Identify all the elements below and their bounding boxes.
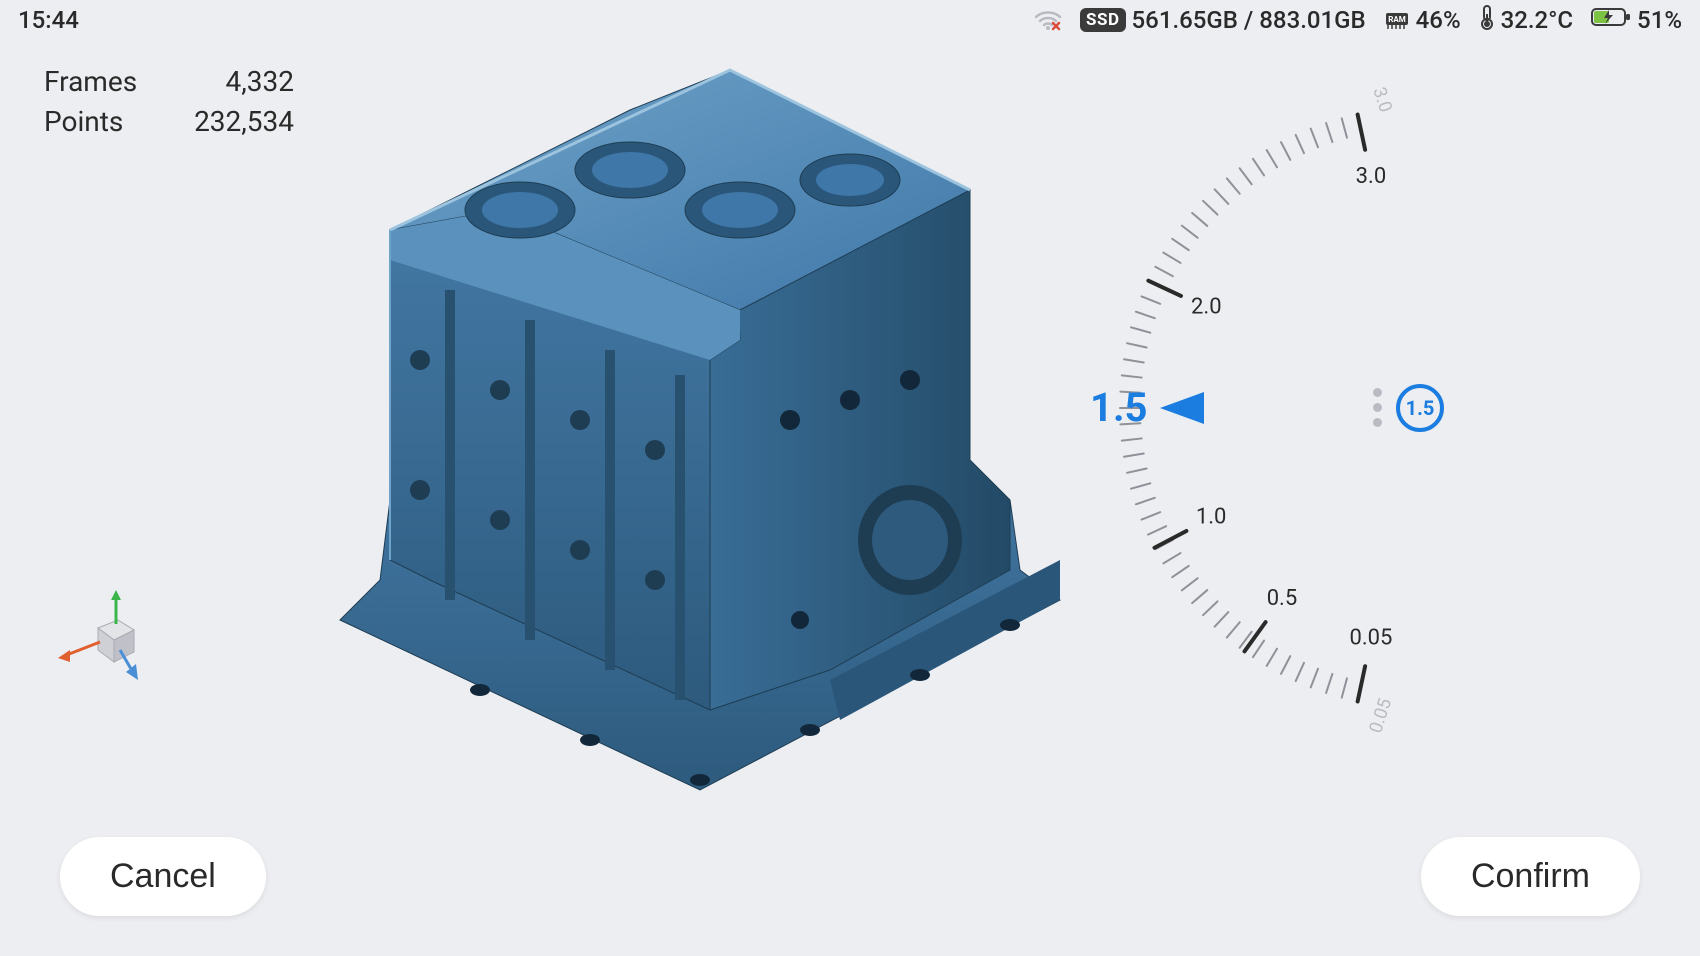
dial-mode-dots xyxy=(1373,388,1382,427)
ssd-status: SSD 561.65GB / 883.01GB xyxy=(1080,6,1366,34)
ram-status: RAM 46% xyxy=(1384,6,1461,34)
wifi-off-icon xyxy=(1034,9,1062,31)
cancel-button[interactable]: Cancel xyxy=(60,837,266,916)
svg-text:0.5: 0.5 xyxy=(1267,586,1298,611)
battery-charging-icon xyxy=(1591,6,1631,34)
battery-status: 51% xyxy=(1591,6,1682,34)
confirm-button[interactable]: Confirm xyxy=(1421,837,1640,916)
frames-label: Frames xyxy=(44,62,174,102)
dial-pointer-icon xyxy=(1160,392,1204,424)
ssd-total: 883.01GB xyxy=(1259,6,1365,34)
svg-text:3.0: 3.0 xyxy=(1368,85,1396,115)
model-viewport[interactable] xyxy=(270,60,1090,820)
ssd-icon: SSD xyxy=(1080,8,1125,32)
dial-center-badge[interactable]: 1.5 xyxy=(1396,384,1444,432)
svg-text:0.05: 0.05 xyxy=(1349,626,1392,651)
scan-stats-panel: Frames 4,332 Points 232,534 xyxy=(44,62,294,142)
resolution-dial[interactable]: 3.0 2.0 1.0 0.5 0.05 3.0 0.05 1.5 1.5 xyxy=(1060,80,1700,740)
temperature-status: 32.2°C xyxy=(1479,4,1573,36)
thermometer-icon xyxy=(1479,4,1495,36)
temperature-value: 32.2°C xyxy=(1501,6,1573,34)
dial-current-value: 1.5 xyxy=(1090,384,1148,431)
svg-text:0.05: 0.05 xyxy=(1365,696,1396,736)
ssd-used: 561.65GB xyxy=(1132,6,1238,34)
ram-icon: RAM xyxy=(1384,9,1410,31)
svg-text:RAM: RAM xyxy=(1388,15,1406,24)
battery-percent: 51% xyxy=(1637,6,1682,34)
status-bar: 15:44 SSD 561.65GB / 883.01GB R xyxy=(0,0,1700,40)
svg-text:2.0: 2.0 xyxy=(1191,295,1222,320)
svg-text:1.0: 1.0 xyxy=(1196,505,1227,530)
clock: 15:44 xyxy=(18,6,79,34)
ram-percent: 46% xyxy=(1416,6,1461,34)
points-label: Points xyxy=(44,102,174,142)
axis-gizmo[interactable] xyxy=(56,590,156,690)
svg-text:3.0: 3.0 xyxy=(1356,164,1387,189)
